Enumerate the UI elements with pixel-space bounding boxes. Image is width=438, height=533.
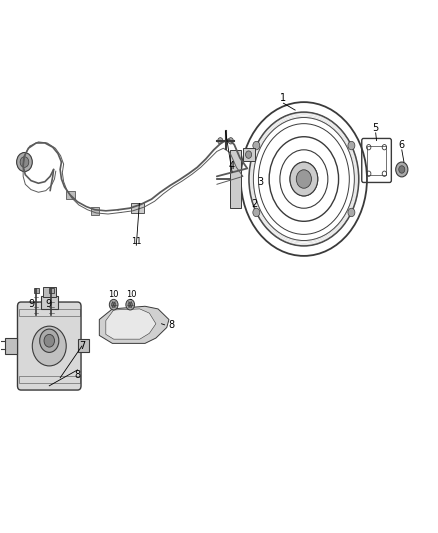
Bar [78, 339, 89, 352]
Circle shape [228, 138, 233, 144]
Circle shape [40, 329, 59, 352]
Circle shape [253, 208, 260, 217]
Bar [66, 191, 74, 199]
Circle shape [246, 151, 252, 158]
Circle shape [20, 157, 29, 167]
Text: 11: 11 [131, 237, 141, 246]
Text: 5: 5 [373, 123, 379, 133]
Circle shape [296, 170, 311, 188]
Text: 9: 9 [45, 298, 51, 309]
Circle shape [348, 208, 355, 217]
Text: 6: 6 [399, 140, 405, 150]
Text: 3: 3 [257, 176, 263, 187]
Bar [131, 204, 144, 213]
FancyBboxPatch shape [18, 302, 81, 390]
Text: 9: 9 [28, 298, 34, 309]
Circle shape [126, 300, 134, 310]
Text: 4: 4 [229, 161, 235, 171]
Circle shape [44, 334, 54, 347]
Polygon shape [99, 306, 169, 343]
Bar [5, 338, 18, 354]
Circle shape [112, 302, 116, 308]
Text: 10: 10 [126, 289, 136, 298]
Circle shape [110, 300, 118, 310]
Bar [91, 207, 99, 215]
Bar [34, 288, 39, 293]
Polygon shape [106, 309, 156, 339]
Text: 8: 8 [74, 370, 81, 380]
Bar [49, 288, 54, 293]
Text: 1: 1 [280, 93, 286, 103]
Text: 7: 7 [79, 341, 85, 351]
Ellipse shape [32, 326, 66, 366]
Polygon shape [230, 150, 241, 208]
Circle shape [17, 152, 32, 172]
Circle shape [399, 166, 405, 173]
Circle shape [290, 162, 318, 196]
Circle shape [218, 138, 223, 144]
Text: 2: 2 [251, 199, 258, 209]
Circle shape [348, 141, 355, 150]
Bar [243, 148, 254, 161]
Circle shape [396, 162, 408, 177]
Text: 8: 8 [168, 320, 174, 330]
Bar [43, 287, 56, 297]
Circle shape [128, 302, 132, 308]
Bar [41, 296, 58, 309]
Bar [367, 146, 386, 175]
Bar [19, 310, 80, 316]
Circle shape [253, 141, 260, 150]
Text: 10: 10 [109, 289, 119, 298]
Bar [19, 376, 80, 383]
